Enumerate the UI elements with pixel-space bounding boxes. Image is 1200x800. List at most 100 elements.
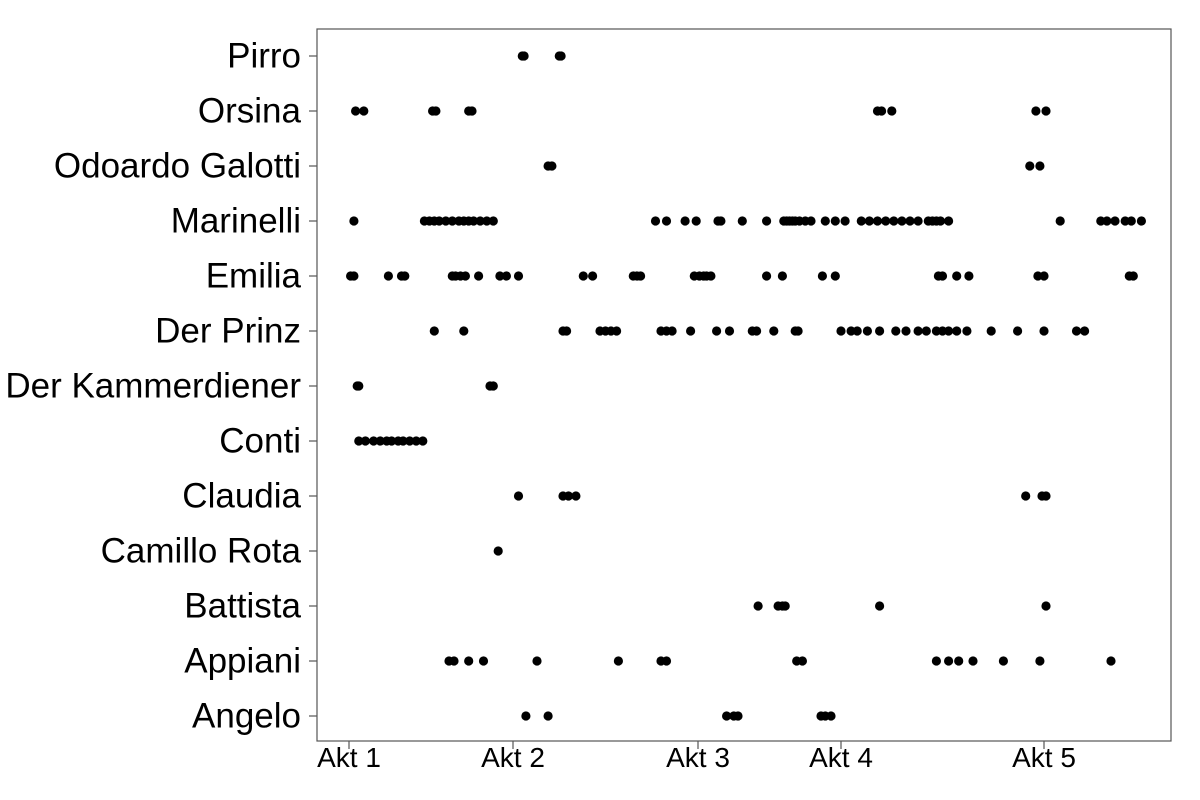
data-point <box>469 216 479 226</box>
data-point <box>889 216 899 226</box>
data-point <box>447 216 457 226</box>
data-point <box>1071 326 1082 336</box>
data-point <box>897 216 907 226</box>
data-point <box>411 436 421 446</box>
data-point <box>387 436 397 446</box>
data-point <box>459 326 469 336</box>
data-point <box>706 271 716 281</box>
data-point <box>762 271 772 281</box>
data-point <box>1013 326 1023 336</box>
data-point <box>519 51 529 61</box>
data-point <box>429 326 439 336</box>
x-tick-label: Akt 3 <box>666 742 730 773</box>
data-point <box>547 161 557 171</box>
data-point <box>964 271 974 281</box>
data-point <box>901 326 911 336</box>
data-point <box>661 216 672 226</box>
data-point <box>354 436 364 446</box>
data-point <box>862 326 873 336</box>
data-point <box>724 326 735 336</box>
data-point <box>817 271 828 281</box>
data-point <box>482 216 492 226</box>
y-axis: Angelo Appiani Battista Camillo Rota Claudia… <box>5 37 317 736</box>
data-point <box>872 216 883 226</box>
y-tick-label: Appiani <box>184 642 301 681</box>
data-point <box>806 216 816 226</box>
data-point <box>686 326 696 336</box>
data-point <box>830 271 840 281</box>
data-point <box>998 656 1009 666</box>
data-point <box>777 271 788 281</box>
data-point <box>753 601 763 611</box>
data-point <box>864 216 875 226</box>
data-point <box>354 381 364 391</box>
data-point <box>737 216 747 226</box>
y-tick-label: Orsina <box>198 92 302 131</box>
data-point <box>474 271 484 281</box>
data-point <box>1106 656 1116 666</box>
data-point <box>887 106 897 116</box>
data-point <box>931 656 942 666</box>
data-point <box>360 436 370 446</box>
data-point <box>349 271 359 281</box>
data-point <box>905 216 915 226</box>
data-point <box>521 711 531 721</box>
data-point <box>840 216 850 226</box>
data-point <box>875 326 885 336</box>
data-point <box>1080 326 1090 336</box>
data-point <box>532 656 542 666</box>
data-point <box>1031 106 1041 116</box>
data-point <box>952 326 962 336</box>
data-point <box>1055 216 1065 226</box>
data-point <box>793 326 803 336</box>
data-point <box>1041 106 1051 116</box>
data-point <box>1126 216 1136 226</box>
data-point <box>383 271 393 281</box>
data-point <box>1039 326 1049 336</box>
data-point <box>1041 491 1051 501</box>
data-point <box>797 656 808 666</box>
data-point <box>921 326 931 336</box>
data-point <box>501 271 511 281</box>
data-point <box>351 106 361 116</box>
data-point <box>405 436 415 446</box>
y-tick-label: Pirro <box>227 37 301 76</box>
y-tick-label: Angelo <box>192 697 301 736</box>
data-point <box>712 326 722 336</box>
data-point <box>1128 271 1138 281</box>
x-tick-label: Akt 5 <box>1012 742 1076 773</box>
data-point <box>944 656 954 666</box>
data-point <box>571 491 581 501</box>
data-point <box>752 326 762 336</box>
data-point <box>691 216 701 226</box>
data-point <box>562 326 572 336</box>
data-point <box>578 271 588 281</box>
x-axis: Akt 1 Akt 2 Akt 3 Akt 4 Akt 5 <box>317 741 1076 773</box>
data-point <box>478 656 489 666</box>
data-point <box>935 216 946 226</box>
y-tick-label: Battista <box>184 587 301 626</box>
data-point <box>441 216 451 226</box>
x-tick-label: Akt 2 <box>481 742 545 773</box>
data-point <box>716 216 726 226</box>
data-point <box>680 216 690 226</box>
data-point <box>349 216 359 226</box>
data-point <box>762 216 772 226</box>
data-point <box>467 106 477 116</box>
data-point <box>780 601 790 611</box>
data-point <box>944 326 954 336</box>
data-point <box>836 326 846 336</box>
data-point <box>563 491 574 501</box>
data-point <box>875 601 885 611</box>
data-point <box>986 326 996 336</box>
data-point <box>431 106 441 116</box>
data-point <box>667 326 677 336</box>
data-point <box>952 271 962 281</box>
data-point <box>1021 491 1031 501</box>
data-point <box>650 216 661 226</box>
data-point <box>556 51 566 61</box>
data-point <box>944 216 954 226</box>
y-tick-label: Der Kammerdiener <box>5 367 301 406</box>
data-point <box>495 271 505 281</box>
